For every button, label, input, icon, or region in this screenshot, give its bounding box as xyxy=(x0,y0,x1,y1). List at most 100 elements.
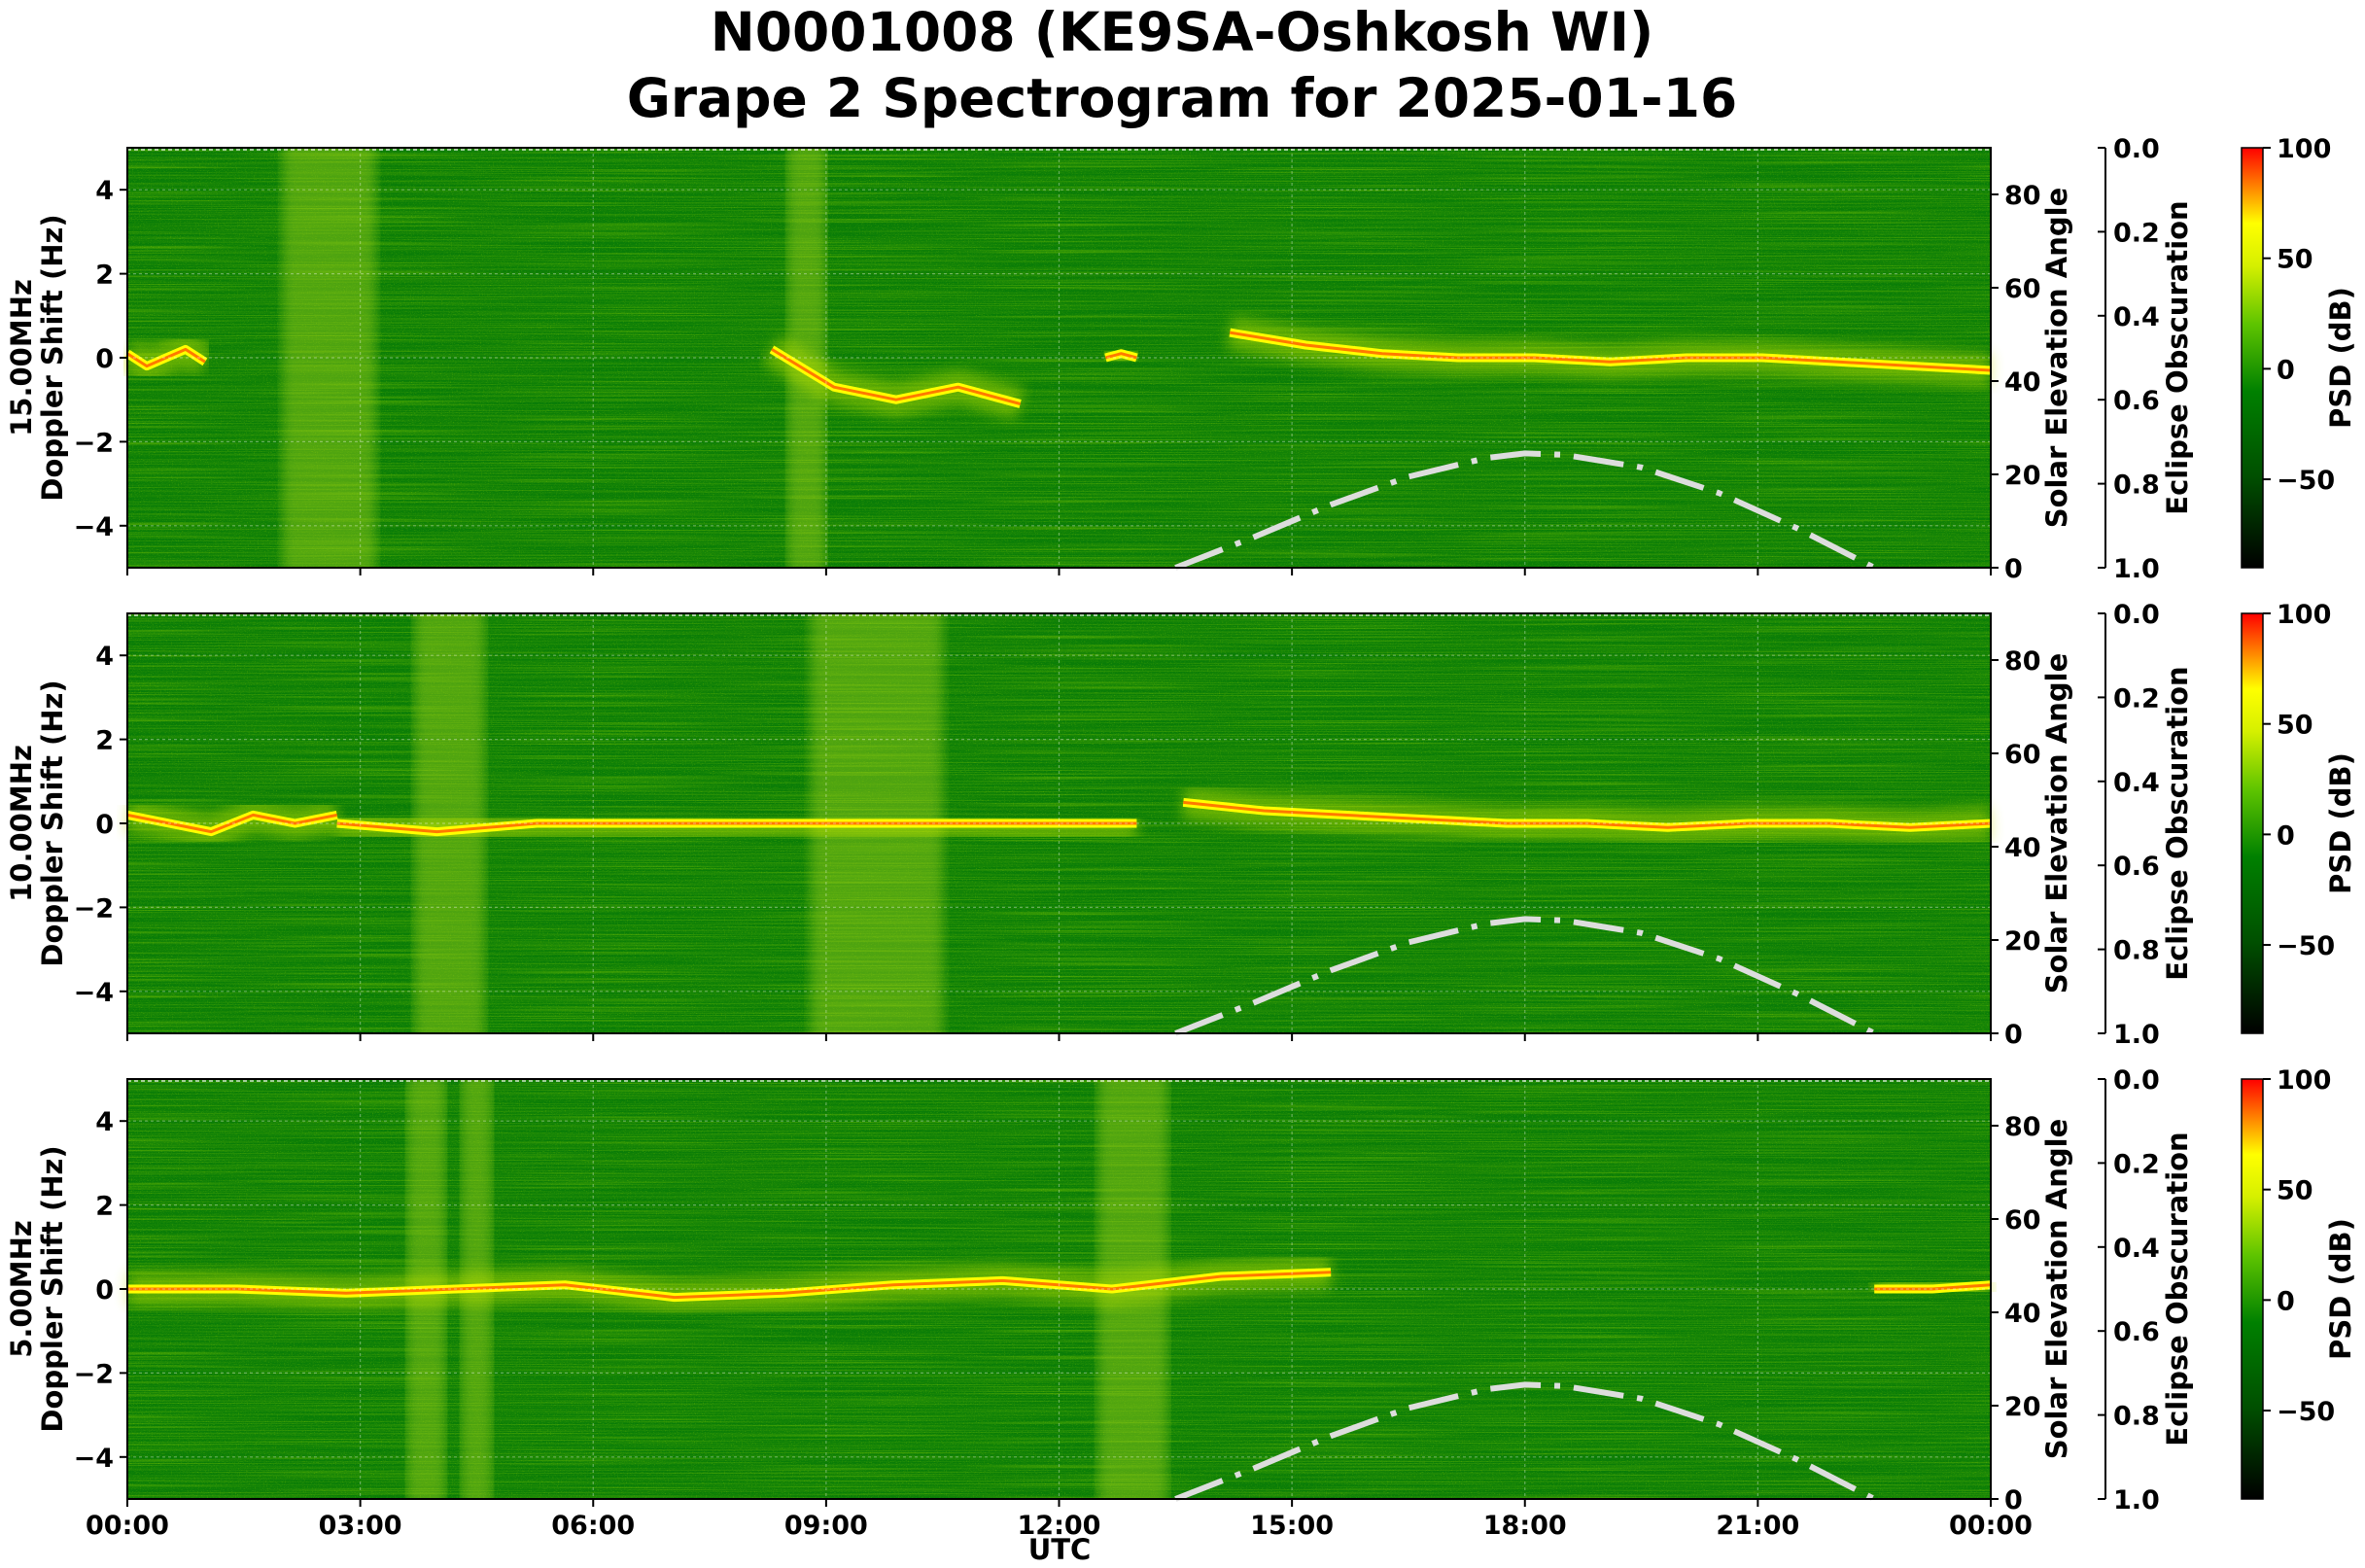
eclipse-tick-label: 0.4 xyxy=(2113,768,2160,798)
y-tick-label: −2 xyxy=(74,1359,114,1389)
right-tick-label: 0 xyxy=(2004,1020,2023,1050)
right-tick-label: 40 xyxy=(2004,367,2041,398)
eclipse-tick-label: 0.6 xyxy=(2113,386,2160,416)
colorbar xyxy=(2241,1078,2264,1500)
colorbar-label: PSD (dB) xyxy=(2324,752,2357,894)
x-tick-label: 03:00 xyxy=(319,1511,402,1541)
panel-frequency-label: 5.00MHz xyxy=(5,1220,38,1358)
carrier-core xyxy=(1229,331,1992,372)
y-tick-label: −4 xyxy=(74,1444,114,1474)
right-tick-label: 60 xyxy=(2004,1205,2041,1236)
eclipse-tick-label: 0.0 xyxy=(2113,1065,2160,1096)
x-axis-label: UTC xyxy=(1028,1533,1092,1566)
eclipse-tick-label: 0.0 xyxy=(2113,134,2160,164)
colorbar xyxy=(2241,147,2264,569)
x-tick-label: 12:00 xyxy=(1018,1511,1101,1541)
solar-elevation-curve xyxy=(1174,1381,1876,1502)
colorbar-tick-label: 0 xyxy=(2277,820,2295,851)
y-axis-label: Doppler Shift (Hz) xyxy=(36,214,69,501)
right-tick-label: 60 xyxy=(2004,740,2041,770)
y-tick-label: 4 xyxy=(95,1107,114,1137)
x-tick-label: 18:00 xyxy=(1483,1511,1567,1541)
eclipse-tick-label: 0.2 xyxy=(2113,683,2160,714)
y-axis-label: Doppler Shift (Hz) xyxy=(36,1145,69,1432)
x-tick-label: 00:00 xyxy=(1949,1511,2033,1541)
colorbar-label: PSD (dB) xyxy=(2324,1218,2357,1360)
eclipse-tick-label: 0.0 xyxy=(2113,600,2160,630)
right-tick-label: 80 xyxy=(2004,1112,2041,1142)
eclipse-tick-label: 0.2 xyxy=(2113,1149,2160,1179)
right-tick-label: 0 xyxy=(2004,1485,2023,1516)
carrier-core xyxy=(1105,352,1137,360)
chart-subtitle: Grape 2 Spectrogram for 2025-01-16 xyxy=(627,67,1738,129)
right-tick-label: 40 xyxy=(2004,833,2041,863)
x-tick-label: 06:00 xyxy=(551,1511,635,1541)
colorbar xyxy=(2241,612,2264,1034)
colorbar-label: PSD (dB) xyxy=(2324,287,2357,429)
right-axis-label: Solar Elevation Angle xyxy=(2040,1119,2073,1460)
eclipse-tick-label: 1.0 xyxy=(2113,1485,2160,1516)
colorbar-tick-label: 100 xyxy=(2277,600,2331,630)
right-tick-label: 80 xyxy=(2004,646,2041,677)
colorbar-tick-label: 50 xyxy=(2277,711,2313,741)
colorbar-tick-label: −50 xyxy=(2277,931,2335,961)
right-tick-label: 20 xyxy=(2004,1392,2041,1422)
colorbar-tick-label: 0 xyxy=(2277,1286,2295,1316)
y-tick-label: −2 xyxy=(74,893,114,923)
carrier-core xyxy=(126,813,337,834)
right-tick-label: 0 xyxy=(2004,554,2023,584)
y-tick-label: 0 xyxy=(95,344,114,374)
carrier-core xyxy=(336,821,1137,834)
eclipse-tick-label: 1.0 xyxy=(2113,554,2160,584)
right-tick-label: 20 xyxy=(2004,926,2041,957)
right-tick-label: 20 xyxy=(2004,461,2041,491)
panel-frequency-label: 10.00MHz xyxy=(5,745,38,902)
eclipse-tick-label: 0.4 xyxy=(2113,1234,2160,1264)
y-axis-label: Doppler Shift (Hz) xyxy=(36,679,69,966)
y-tick-label: 2 xyxy=(95,1192,114,1222)
solar-elevation-curve xyxy=(1174,450,1876,571)
carrier-core xyxy=(1874,1283,1992,1291)
eclipse-tick-label: 0.8 xyxy=(2113,936,2160,966)
carrier-core xyxy=(771,348,1021,405)
eclipse-tick-label: 1.0 xyxy=(2113,1020,2160,1050)
chart-title: N0001008 (KE9SA-Oshkosh WI) xyxy=(711,1,1654,63)
colorbar-tick-label: 50 xyxy=(2277,1176,2313,1206)
y-tick-label: −4 xyxy=(74,512,114,542)
eclipse-tick-label: 0.8 xyxy=(2113,470,2160,501)
x-tick-label: 15:00 xyxy=(1250,1511,1334,1541)
y-tick-label: 2 xyxy=(95,726,114,756)
eclipse-axis-label: Eclipse Obscuration xyxy=(2161,1132,2194,1446)
right-axis-label: Solar Elevation Angle xyxy=(2040,653,2073,994)
colorbar-tick-label: 0 xyxy=(2277,355,2295,385)
panel-frequency-label: 15.00MHz xyxy=(5,279,38,436)
colorbar-tick-label: 50 xyxy=(2277,245,2313,275)
y-tick-label: −2 xyxy=(74,428,114,458)
eclipse-axis-label: Eclipse Obscuration xyxy=(2161,666,2194,980)
solar-elevation-curve xyxy=(1174,916,1876,1036)
y-tick-label: 0 xyxy=(95,1275,114,1306)
eclipse-axis-label: Eclipse Obscuration xyxy=(2161,200,2194,514)
colorbar-tick-label: −50 xyxy=(2277,1397,2335,1427)
y-tick-label: 2 xyxy=(95,261,114,291)
carrier-core xyxy=(127,1271,1332,1300)
y-tick-label: −4 xyxy=(74,978,114,1008)
carrier-core xyxy=(1183,800,1992,829)
right-tick-label: 40 xyxy=(2004,1299,2041,1329)
x-tick-label: 00:00 xyxy=(86,1511,169,1541)
y-tick-label: 0 xyxy=(95,810,114,840)
x-tick-label: 21:00 xyxy=(1716,1511,1799,1541)
eclipse-tick-label: 0.6 xyxy=(2113,852,2160,882)
y-tick-label: 4 xyxy=(95,176,114,206)
right-axis-label: Solar Elevation Angle xyxy=(2040,188,2073,529)
colorbar-tick-label: 100 xyxy=(2277,134,2331,164)
eclipse-tick-label: 0.4 xyxy=(2113,302,2160,332)
right-tick-label: 60 xyxy=(2004,274,2041,304)
eclipse-tick-label: 0.2 xyxy=(2113,218,2160,248)
right-tick-label: 80 xyxy=(2004,181,2041,211)
